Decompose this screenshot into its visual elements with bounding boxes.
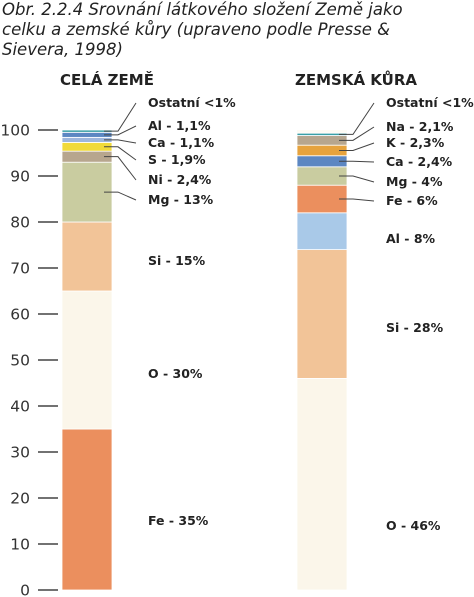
bar-segment — [61, 290, 113, 430]
caption-line-1: Obr. 2.2.4 Srovnání látkového složení Ze… — [2, 0, 403, 19]
leader-line — [104, 156, 137, 181]
y-tick-label: 30 — [10, 444, 30, 462]
segment-label: S - 1,9% — [148, 152, 206, 167]
segment-label: Al - 8% — [386, 231, 436, 246]
bar-segment — [296, 249, 348, 379]
segment-label: Si - 28% — [386, 320, 444, 335]
leader-line — [339, 142, 375, 151]
chart-title-whole-earth: CELÁ ZEMĚ — [60, 70, 154, 89]
leader-line — [104, 139, 137, 144]
y-tick-label: 10 — [10, 536, 30, 554]
y-tick-label: 80 — [10, 214, 30, 232]
segment-label: Fe - 35% — [148, 513, 209, 528]
segment-label: Ostatní <1% — [148, 95, 236, 110]
segment-label: Ca - 1,1% — [148, 135, 215, 150]
leader-line — [104, 191, 137, 201]
y-tick-label: 20 — [10, 490, 30, 508]
figure-caption: Obr. 2.2.4 Srovnání látkového složení Ze… — [2, 0, 472, 60]
leader-line — [104, 146, 137, 161]
y-tick-label: 100 — [0, 122, 30, 140]
y-tick-label: 90 — [10, 168, 30, 186]
chart-title-crust: ZEMSKÁ KŮRA — [295, 69, 417, 89]
bar-crust: O - 46% Si - 28% Al - 8% Fe - 6% Mg - 4% Ca -… — [296, 95, 474, 591]
y-axis: 0 10 20 30 40 50 60 70 80 90 100 — [0, 122, 58, 597]
segment-label: O - 46% — [386, 518, 441, 533]
leader-line — [339, 102, 375, 135]
segment-label: Si - 15% — [148, 253, 206, 268]
segment-label: Mg - 4% — [386, 174, 443, 189]
segment-label: Al - 1,1% — [148, 118, 211, 133]
segment-label: Ni - 2,4% — [148, 172, 212, 187]
segment-label: Ca - 2,4% — [386, 154, 453, 169]
leader-line — [339, 126, 375, 141]
leader-line — [104, 125, 137, 136]
segment-label: Na - 2,1% — [386, 119, 454, 134]
y-tick-label: 60 — [10, 306, 30, 324]
y-tick-label: 70 — [10, 260, 30, 278]
y-tick-label: 50 — [10, 352, 30, 370]
y-tick-label: 40 — [10, 398, 30, 416]
segment-label: Mg - 13% — [148, 192, 214, 207]
leader-line — [104, 102, 137, 132]
bar-whole-earth: Fe - 35% O - 30% Si - 15% Mg - 13% Ni - 2,4%… — [61, 95, 236, 591]
leader-line — [339, 160, 375, 163]
bar-segment — [296, 184, 348, 214]
segment-label: Fe - 6% — [386, 193, 438, 208]
bar-segment — [61, 221, 113, 292]
leader-line — [339, 175, 375, 183]
bar-segment — [61, 428, 113, 591]
leader-line — [339, 198, 375, 202]
bar-segment — [296, 377, 348, 591]
segment-label: Ostatní <1% — [386, 95, 474, 110]
caption-line-3: Sievera, 1998) — [2, 40, 123, 59]
y-tick-label: 0 — [20, 582, 30, 597]
segment-label: O - 30% — [148, 366, 203, 381]
caption-line-2: celku a zemské kůry (upraveno podle Pres… — [2, 20, 390, 39]
bar-segment — [296, 212, 348, 251]
segment-label: K - 2,3% — [386, 135, 445, 150]
